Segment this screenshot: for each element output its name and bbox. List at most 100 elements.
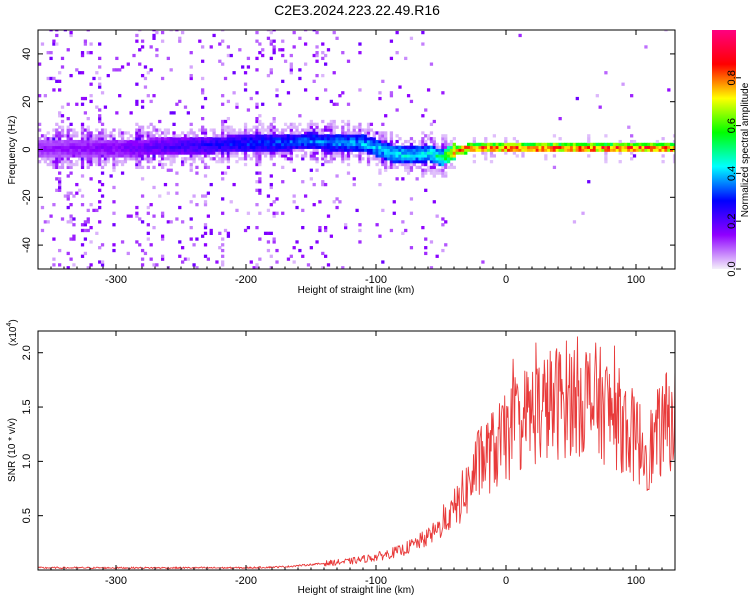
heatmap-cell [283,134,288,138]
heatmap-cell [75,68,79,72]
heatmap-cell [415,165,419,170]
heatmap-cell [392,151,396,155]
heatmap-cell [75,154,79,158]
heatmap-cell [601,145,605,149]
heatmap-cell [246,108,251,112]
heatmap-cell [292,137,296,141]
heatmap-cell [295,205,299,210]
heatmap-cell [352,137,356,141]
heatmap-cell [621,145,625,149]
heatmap-cell [249,142,253,147]
heatmap-cell [324,128,328,132]
heatmap-cell [404,139,408,144]
heatmap-cell [263,231,268,235]
heatmap-cell [103,128,108,132]
heatmap-cell [415,148,419,152]
heatmap-cell [512,137,517,141]
heatmap-cell [140,194,145,198]
heatmap-cell [255,116,259,121]
heatmap-cell [409,142,414,147]
heatmap-cell [143,139,148,144]
heatmap-cell [252,148,256,152]
heatmap-cell [60,139,65,144]
heatmap-cell [421,148,425,152]
heatmap-cell [189,128,193,132]
heatmap-cell [401,151,405,155]
heatmap-cell [63,151,67,155]
heatmap-cell [266,240,271,244]
heatmap-cell [178,148,182,152]
heatmap-cell [441,148,445,152]
heatmap-cell [489,145,494,149]
heatmap-cell [521,148,525,152]
heatmap-cell [46,51,50,55]
heatmap-cell [324,125,328,129]
heatmap-cell [243,228,248,233]
heatmap-cell [386,154,391,158]
heatmap-cell [158,119,162,124]
heatmap-cell [275,145,279,149]
heatmap-cell [43,94,47,98]
heatmap-cell [535,148,539,152]
heatmap-cell [198,157,202,161]
heatmap-cell [266,137,271,141]
heatmap-cell [421,154,425,158]
heatmap-cell [169,137,173,141]
heatmap-cell [349,139,353,144]
heatmap-cell [209,137,213,141]
heatmap-cell [232,145,236,149]
y-tick-label: 2.0 [21,345,33,360]
heatmap-cell [441,157,445,161]
heatmap-cell [201,145,205,149]
heatmap-cell [369,122,374,126]
heatmap-cell [221,154,225,158]
heatmap-cell [55,137,59,141]
heatmap-cell [69,162,73,167]
heatmap-cell [266,151,271,155]
heatmap-cell [80,148,85,152]
heatmap-cell [258,162,262,167]
heatmap-cell [429,139,434,144]
heatmap-cell [272,51,276,55]
heatmap-cell [361,128,365,132]
heatmap-cell [344,131,348,135]
heatmap-cell [226,45,231,49]
heatmap-cell [401,157,405,161]
heatmap-cell [392,148,396,152]
heatmap-cell [549,145,554,149]
heatmap-cell [429,148,434,152]
heatmap-cell [146,131,150,135]
heatmap-cell [252,151,256,155]
heatmap-cell [372,148,376,152]
heatmap-cell [378,137,382,141]
heatmap-cell [498,148,502,152]
heatmap-cell [175,191,179,195]
heatmap-cell [189,154,193,158]
heatmap-cell [189,65,193,69]
heatmap-cell [421,151,425,155]
heatmap-cell [152,142,156,147]
heatmap-cell [86,148,90,152]
heatmap-cell [243,157,248,161]
heatmap-cell [235,145,239,149]
heatmap-cell [172,142,176,147]
heatmap-cell [78,157,82,161]
heatmap-cell [309,177,313,181]
heatmap-cell [372,145,376,149]
heatmap-cell [120,145,125,149]
heatmap-cell [366,148,371,152]
heatmap-cell [415,177,419,181]
heatmap-cell [358,134,362,138]
heatmap-cell [255,151,259,155]
heatmap-cell [338,154,342,158]
heatmap-cell [355,208,359,213]
heatmap-cell [152,128,156,132]
heatmap-cell [140,73,145,78]
heatmap-cell [335,174,339,178]
heatmap-cell [212,151,216,155]
heatmap-cell [55,131,59,135]
heatmap-cell [146,231,150,235]
heatmap-cell [369,139,374,144]
heatmap-cell [95,160,99,164]
heatmap-cell [175,139,179,144]
